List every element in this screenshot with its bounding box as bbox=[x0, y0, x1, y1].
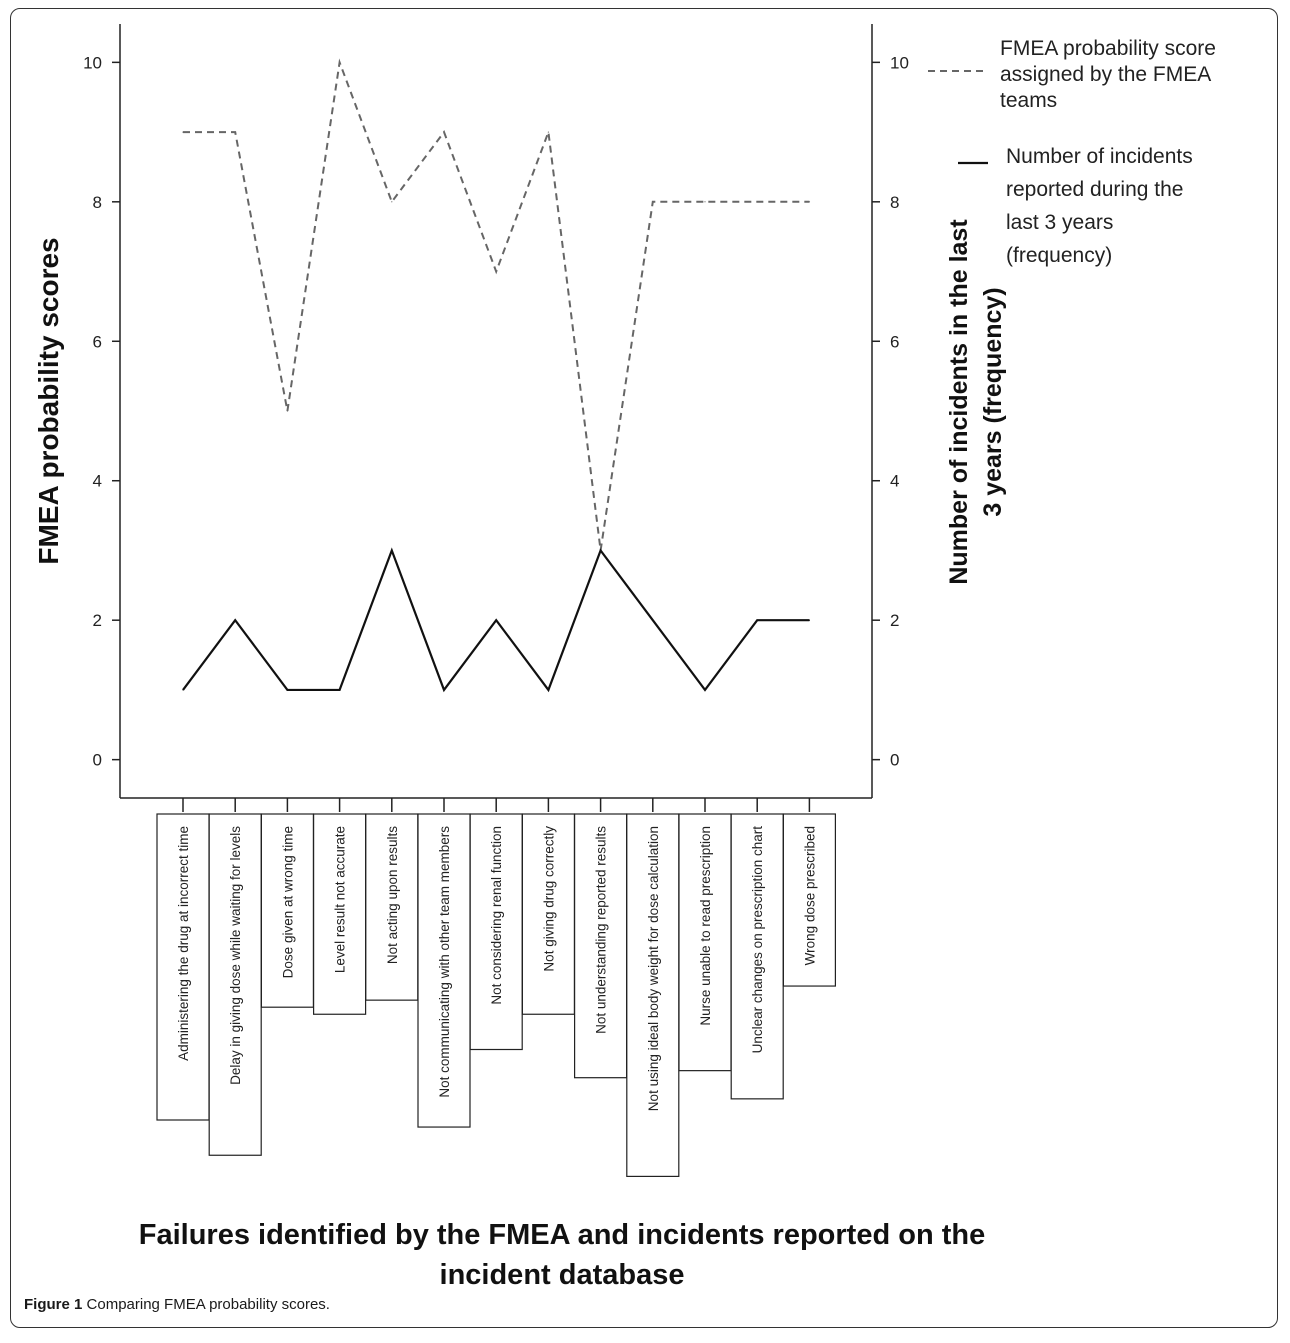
category-label: Not communicating with other team member… bbox=[437, 826, 452, 1098]
y-axis-label-right: 3 years (frequency) bbox=[979, 287, 1007, 516]
fmea-score-point bbox=[495, 270, 497, 273]
fmea-score-point bbox=[391, 201, 393, 203]
legend-label-fmea: FMEA probability score bbox=[1000, 37, 1216, 60]
y-tick-label-left: 4 bbox=[93, 472, 102, 491]
figure-frame bbox=[10, 8, 1278, 1328]
incident-count-point bbox=[756, 619, 758, 621]
category-label-box bbox=[156, 813, 210, 1121]
category-label-box bbox=[678, 813, 732, 1072]
y-tick-label-left: 8 bbox=[93, 193, 102, 212]
caption-label: Figure 1 bbox=[24, 1296, 83, 1313]
y-tick-label-right: 8 bbox=[890, 193, 899, 212]
legend-label-fmea: assigned by the FMEA bbox=[1000, 63, 1211, 86]
fmea-score-point bbox=[443, 131, 445, 133]
y-tick-label-right: 0 bbox=[890, 751, 899, 770]
fmea-score-point bbox=[234, 131, 236, 133]
incident-count-point bbox=[182, 689, 184, 691]
y-tick-label-left: 6 bbox=[93, 332, 102, 351]
category-label-box bbox=[469, 813, 523, 1051]
y-tick-label-right: 10 bbox=[890, 53, 909, 72]
fmea-score-point bbox=[182, 131, 184, 133]
fmea-score-point bbox=[547, 131, 550, 133]
category-label: Not considering renal function bbox=[489, 826, 504, 1005]
category-label: Not acting upon results bbox=[385, 826, 400, 964]
category-label: Not understanding reported results bbox=[594, 826, 609, 1034]
category-label-box bbox=[730, 813, 784, 1100]
category-label-box bbox=[208, 813, 262, 1156]
y-tick-label-right: 6 bbox=[890, 332, 899, 351]
incident-count-point bbox=[234, 619, 236, 621]
category-label-box bbox=[417, 813, 471, 1128]
fmea-score-point bbox=[652, 201, 654, 203]
chart-title: incident database bbox=[440, 1259, 685, 1291]
category-label: Unclear changes on prescription chart bbox=[750, 826, 765, 1054]
figure-caption: Figure 1 Comparing FMEA probability scor… bbox=[24, 1296, 330, 1313]
legend-label-incidents: last 3 years bbox=[1006, 211, 1113, 234]
category-label: Delay in giving dose while waiting for l… bbox=[228, 826, 243, 1085]
category-label-box bbox=[626, 813, 680, 1177]
y-tick-label-left: 0 bbox=[93, 751, 102, 770]
legend-label-incidents: reported during the bbox=[1006, 178, 1183, 201]
fmea-score-point bbox=[286, 410, 288, 412]
category-label: Not giving drug correctly bbox=[541, 826, 556, 972]
fmea-score-point bbox=[339, 61, 341, 63]
y-axis-label-right: Number of incidents in the last bbox=[945, 219, 973, 585]
legend-label-incidents: (frequency) bbox=[1006, 244, 1112, 267]
incident-count-point bbox=[391, 549, 393, 552]
category-label-box bbox=[521, 813, 576, 1015]
fmea-score-line bbox=[183, 58, 810, 551]
chart-title: Failures identified by the FMEA and inci… bbox=[139, 1219, 985, 1251]
incident-count-point bbox=[547, 689, 550, 691]
y-tick-label-left: 10 bbox=[83, 53, 102, 72]
incident-count-point bbox=[808, 619, 811, 621]
incident-count-point bbox=[652, 619, 654, 621]
y-tick-label-left: 2 bbox=[93, 611, 102, 630]
incident-count-point bbox=[600, 549, 602, 552]
legend-label-incidents: Number of incidents bbox=[1006, 145, 1193, 168]
caption-text: Comparing FMEA probability scores. bbox=[82, 1296, 330, 1313]
category-label: Wrong dose prescribed bbox=[802, 826, 817, 965]
category-label-box bbox=[573, 813, 628, 1079]
category-label: Dose given at wrong time bbox=[280, 826, 295, 978]
incident-count-point bbox=[443, 689, 445, 691]
category-label-box bbox=[365, 813, 419, 1001]
fmea-score-point bbox=[808, 201, 811, 203]
fmea-score-point bbox=[756, 201, 758, 203]
incident-count-point bbox=[339, 689, 341, 691]
category-label-box bbox=[260, 813, 314, 1008]
category-label: Not using ideal body weight for dose cal… bbox=[646, 826, 661, 1111]
incident-count-point bbox=[704, 689, 706, 691]
incident-count-point bbox=[286, 689, 288, 691]
category-label: Level result not accurate bbox=[333, 826, 348, 973]
category-label-box bbox=[782, 813, 837, 987]
category-label: Administering the drug at incorrect time bbox=[176, 826, 191, 1061]
incident-count-point bbox=[495, 619, 497, 621]
y-tick-label-right: 2 bbox=[890, 611, 899, 630]
category-label: Nurse unable to read prescription bbox=[698, 826, 713, 1026]
y-tick-label-right: 4 bbox=[890, 472, 899, 491]
legend-label-fmea: teams bbox=[1000, 89, 1057, 112]
y-axis-label-left: FMEA probability scores bbox=[33, 237, 64, 564]
fmea-score-point bbox=[704, 201, 706, 203]
